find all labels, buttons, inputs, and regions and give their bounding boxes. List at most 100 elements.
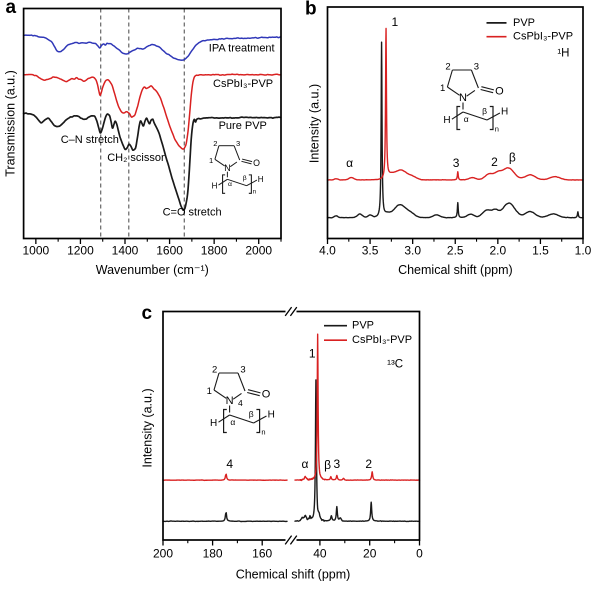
ring-position-2-label: 2: [213, 139, 217, 148]
series-curve-pvp: [162, 512, 288, 523]
axis-break-slash: [289, 535, 298, 545]
oxygen-atom-label: O: [495, 86, 504, 98]
bond: [237, 372, 246, 392]
nitrogen-atom-label: N: [459, 92, 467, 104]
bond: [213, 372, 220, 391]
bond: [233, 145, 241, 161]
repeat-bracket-right: [489, 105, 494, 131]
ring-position-2-label: 2: [445, 62, 450, 73]
bond: [229, 161, 238, 168]
ring-position-2-label: 2: [212, 365, 217, 376]
annotation-β: β: [324, 458, 331, 472]
annotation-α: α: [346, 156, 353, 170]
x-tick-label: 1.5: [532, 244, 549, 258]
y-axis-title: Intensity (a.u.): [141, 388, 155, 467]
repeat-n-label: n: [495, 124, 499, 133]
series-curve-cspbi-pvp: [326, 27, 584, 181]
bond: [229, 414, 254, 424]
ring-position-1-label: 1: [440, 83, 445, 94]
x-tick-label: 0: [416, 547, 423, 561]
annotation-α: α: [301, 457, 308, 471]
h-end-left-label: H: [210, 418, 217, 429]
panel-a-ftir: 1000 1200 1400 1600 1800 2000 Wavenumber (cm⁻¹…: [0, 0, 300, 285]
panel-letter-c: c: [142, 303, 153, 324]
annotation-ipa-treatment: IPA treatment: [209, 42, 275, 54]
x-tick-label: 1400: [112, 244, 139, 258]
repeat-n-label: n: [261, 427, 265, 436]
series-curve-cspbi-pvp: [162, 473, 288, 482]
axis-break-gap: [285, 537, 297, 543]
ring-position-3-label: 3: [236, 139, 240, 148]
panel-b-1h-nmr: 4.0 3.5 3.0 2.5 2.0 1.5 1.0 Chemical shift (ppm…: [300, 0, 600, 285]
nitrogen-atom-label: N: [226, 395, 234, 407]
annotation-c-o-stretch: C=O stretch: [163, 206, 222, 218]
alpha-carbon-label: α: [228, 181, 232, 188]
bond: [214, 145, 220, 160]
bond: [247, 391, 260, 397]
annotation-β: β: [509, 150, 516, 164]
panel-b-1h-nmr-plot: 4.0 3.5 3.0 2.5 2.0 1.5 1.0 Chemical shift (ppm…: [305, 0, 592, 277]
nitrogen-atom-label: N: [224, 163, 230, 173]
repeat-bracket-left: [456, 105, 461, 131]
x-tick-label: 1800: [201, 244, 228, 258]
annotation-4: 4: [226, 457, 233, 471]
bond: [470, 69, 479, 89]
series-curve-pvp: [326, 41, 584, 219]
oxygen-atom-label: O: [253, 158, 260, 168]
axis-break-slash: [289, 306, 298, 317]
annotation-c–n-stretch: C–N stretch: [61, 134, 119, 146]
annotation-ch₂-scissor: CH₂ scissor: [107, 152, 165, 164]
bond: [241, 160, 252, 165]
y-axis-title: Transmission (a.u.): [4, 70, 18, 177]
bond: [241, 158, 253, 163]
repeat-bracket-right: [256, 408, 261, 434]
legend-label: PVP: [352, 320, 374, 332]
bond: [466, 89, 476, 97]
repeat-bracket-right: [248, 174, 252, 194]
annotation-3: 3: [453, 156, 460, 170]
x-tick-label: 3.0: [404, 244, 421, 258]
bond: [247, 389, 261, 394]
pyrrolidone-structure: 12 3 4N Oα β H Hn: [207, 365, 275, 437]
annotation-2: 2: [365, 457, 372, 471]
ring-position-1-label: 1: [207, 386, 212, 397]
bond: [227, 178, 247, 187]
x-tick-label: 1000: [23, 244, 50, 258]
x-axis-title: Wavenumber (cm⁻¹): [96, 263, 209, 277]
x-tick-label: 1600: [156, 244, 183, 258]
bond: [447, 86, 460, 96]
x-tick-label: 180: [203, 547, 223, 561]
x-tick-label: 2.0: [489, 244, 506, 258]
ring-position-3-label: 3: [240, 365, 245, 376]
series-curve-pvp: [294, 379, 421, 523]
x-tick-label: 200: [153, 547, 173, 561]
bond: [446, 69, 453, 88]
panel-c-13c-nmr: 200 180 160 40 20 0 Chemical shift (ppm) Intens…: [120, 295, 500, 593]
bond: [481, 86, 495, 91]
annotation-3: 3: [333, 457, 340, 471]
x-tick-label: 40: [313, 547, 327, 561]
annotation-1: 1: [391, 15, 398, 29]
h-end-right-label: H: [501, 107, 508, 118]
series-curve-cspbi-pvp: [294, 333, 421, 482]
x-tick-label: 4.0: [319, 244, 336, 258]
series-curve-pure-pvp: [22, 112, 282, 211]
legend-label: CsPbI₃-PVP: [513, 31, 573, 43]
x-tick-label: 1200: [67, 244, 94, 258]
panel-letter-b: b: [305, 0, 317, 20]
oxygen-atom-label: O: [262, 389, 271, 401]
h-end-left-label: H: [212, 182, 218, 191]
bond: [462, 111, 488, 121]
bond: [232, 392, 242, 400]
pyrrolidone-structure: 12 3 N Oα β H Hn: [440, 62, 508, 134]
annotation-¹³c: ¹³C: [387, 359, 403, 371]
annotation-2: 2: [491, 155, 498, 169]
legend-label: PVP: [513, 17, 535, 29]
axis-break-gap: [285, 309, 297, 314]
series-curve-ipa-treatment: [22, 34, 282, 61]
x-tick-label: 1.0: [575, 244, 592, 258]
axis-break-slash: [284, 306, 293, 317]
annotation-cspbi₃-pvp: CsPbI₃-PVP: [213, 78, 273, 90]
